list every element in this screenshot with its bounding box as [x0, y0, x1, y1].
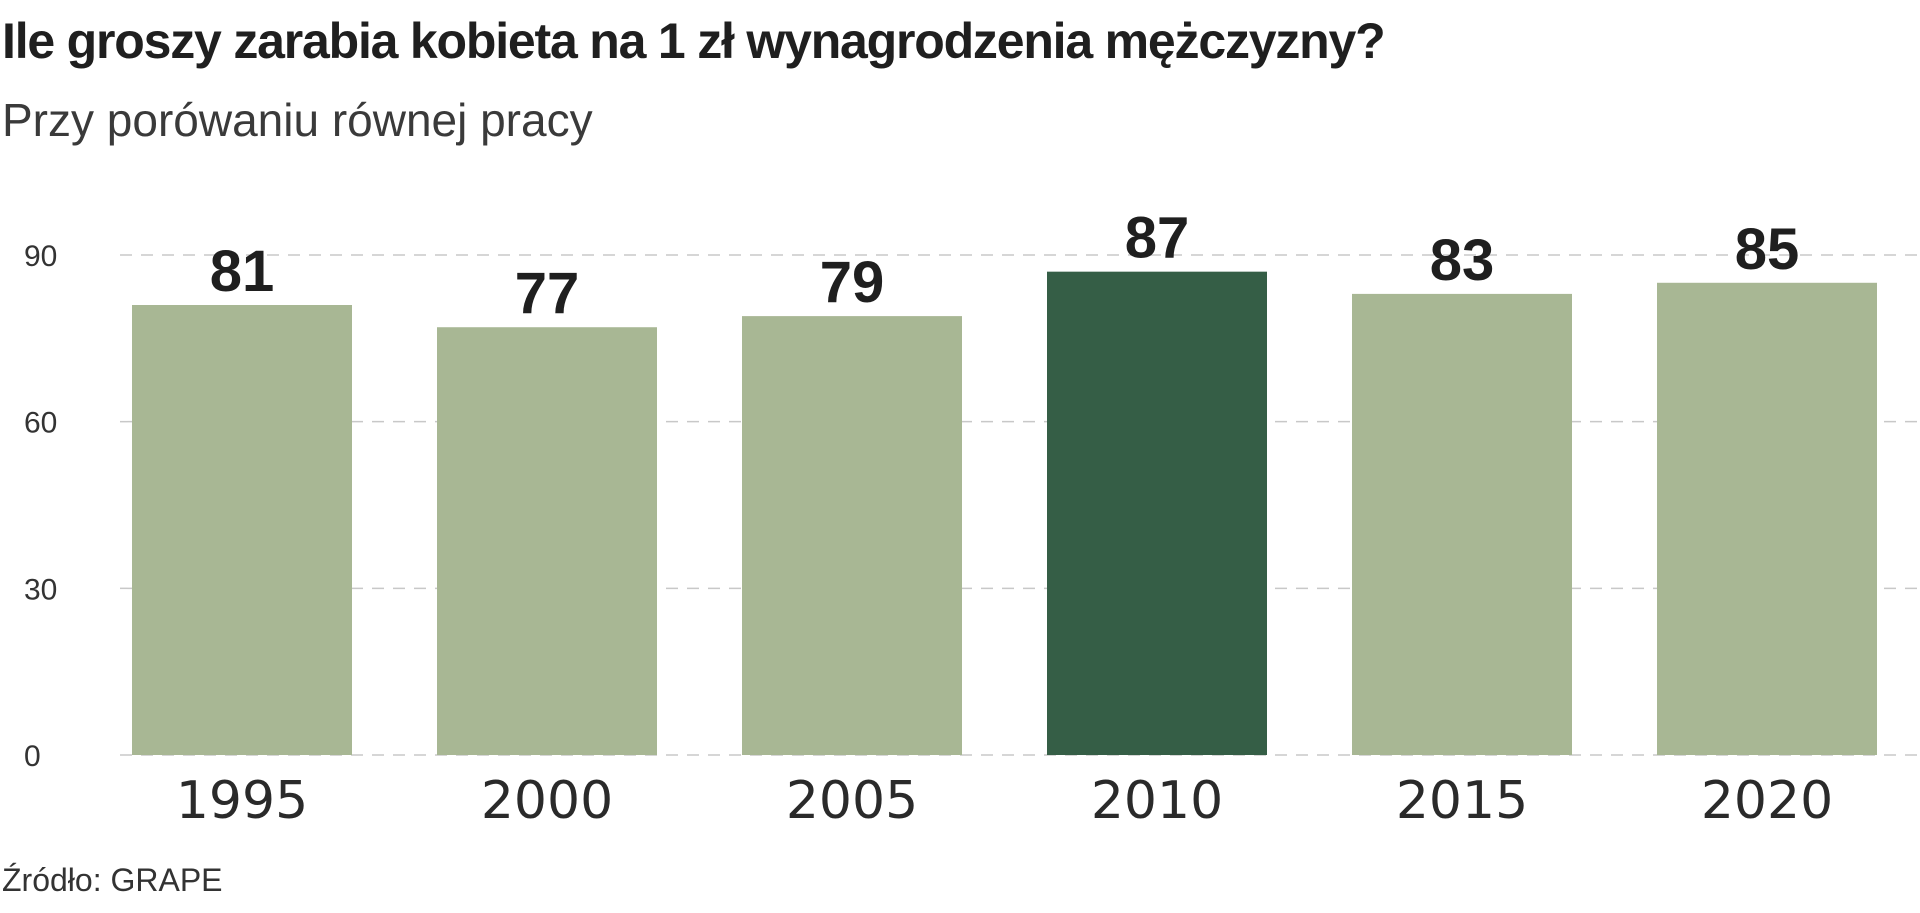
data-label-2005: 79 — [820, 250, 885, 315]
y-tick-label: 30 — [24, 573, 57, 606]
chart-subtitle: Przy porówaniu równej pracy — [2, 94, 593, 146]
y-axis-ticks: 0 30 60 90 — [24, 240, 57, 773]
bar-1995 — [132, 305, 352, 755]
grid-lines — [120, 254, 1920, 756]
y-tick-label: 0 — [24, 740, 41, 773]
bar-2015 — [1352, 293, 1572, 755]
x-tick-label-1995: 1995 — [176, 771, 308, 831]
data-label-2000: 77 — [515, 261, 580, 326]
data-label-2020: 85 — [1735, 217, 1800, 282]
data-labels: 81 77 79 87 83 85 — [210, 206, 1800, 327]
x-tick-label-2010: 2010 — [1091, 771, 1223, 831]
bars — [132, 271, 1877, 755]
bar-2005 — [742, 316, 962, 755]
bar-2000 — [437, 327, 657, 755]
bar-2020 — [1657, 282, 1877, 755]
x-tick-label-2000: 2000 — [481, 771, 613, 831]
y-tick-label: 60 — [24, 407, 57, 440]
source-note: Źródło: GRAPE — [2, 862, 223, 898]
chart-title: Ile groszy zarabia kobieta na 1 zł wynag… — [2, 13, 1386, 69]
x-tick-label-2005: 2005 — [786, 771, 918, 831]
data-label-1995: 81 — [210, 239, 275, 304]
data-label-2015: 83 — [1430, 228, 1495, 293]
x-axis-ticks: 1995 2000 2005 2010 2015 2020 — [176, 771, 1833, 831]
x-tick-label-2020: 2020 — [1701, 771, 1833, 831]
bar-2010 — [1047, 271, 1267, 755]
data-label-2010: 87 — [1125, 206, 1190, 271]
x-tick-label-2015: 2015 — [1396, 771, 1528, 831]
y-tick-label: 90 — [24, 240, 57, 273]
